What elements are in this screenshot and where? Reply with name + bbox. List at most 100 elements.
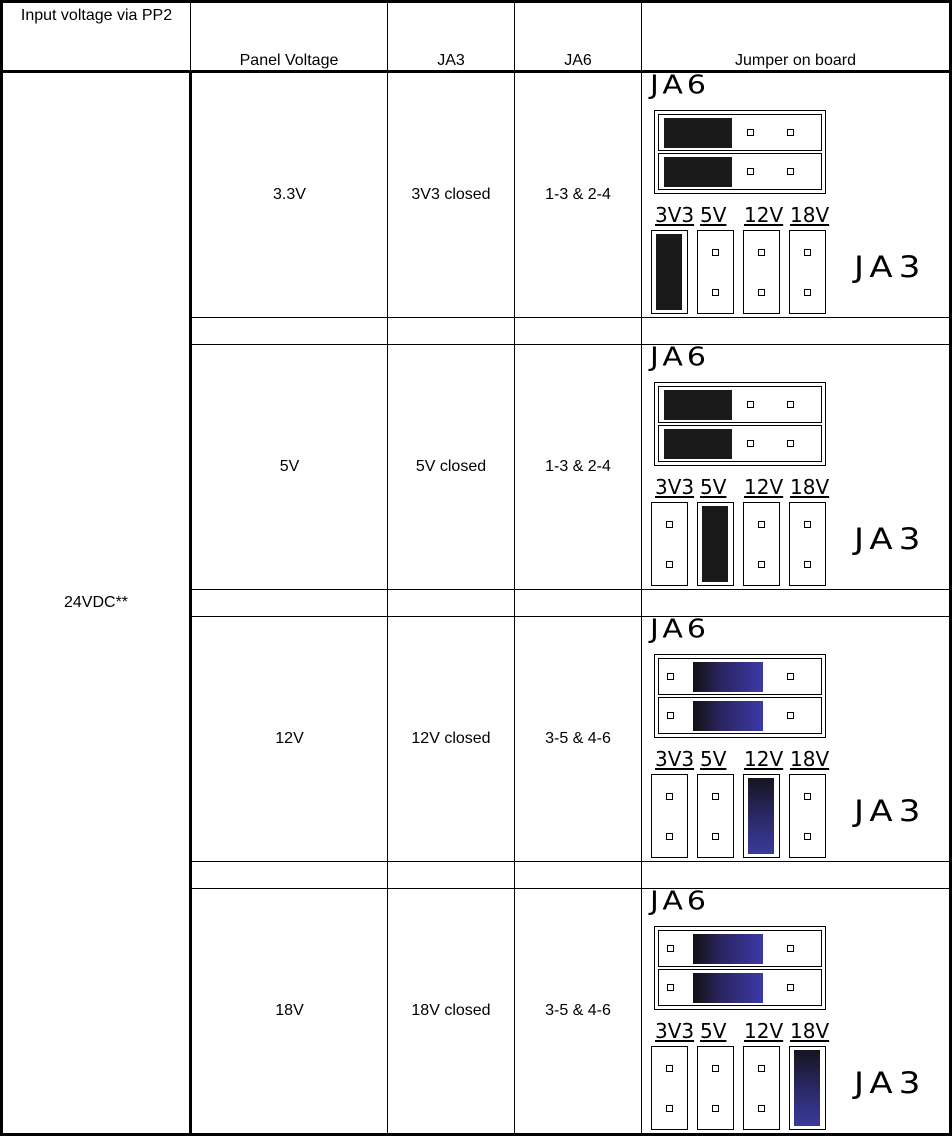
header-pin bbox=[787, 129, 794, 136]
jumper-diagram-cell: JA6 3V3 5V 12V 18V JA3 bbox=[641, 888, 952, 1136]
header-pin bbox=[667, 984, 674, 991]
ja3-selector-label: 12V bbox=[744, 1019, 784, 1043]
header-pin bbox=[747, 168, 754, 175]
ja3-selector-label: 3V3 bbox=[655, 1019, 695, 1043]
spacer-row bbox=[2, 317, 952, 345]
ja3-selector-label: 12V bbox=[744, 475, 784, 499]
header-pin bbox=[787, 440, 794, 447]
ja3-pin-block bbox=[697, 230, 734, 314]
header-pin bbox=[804, 793, 811, 800]
ja3-pin-block bbox=[789, 1046, 826, 1130]
jumper-diagram: JA6 3V3 5V 12V 18V JA3 bbox=[642, 345, 951, 589]
header-pin bbox=[666, 561, 673, 568]
header-pin bbox=[758, 249, 765, 256]
header-pin bbox=[758, 561, 765, 568]
ja6-pin-row bbox=[658, 386, 822, 423]
ja3-selector-label: 18V bbox=[790, 1019, 830, 1043]
ja3-selector-label: 3V3 bbox=[655, 203, 695, 227]
header-pin bbox=[787, 945, 794, 952]
jumper-diagram-cell: JA6 3V3 5V 12V 18V JA3 bbox=[641, 344, 952, 590]
panel-voltage-cell: 3.3V bbox=[190, 71, 388, 318]
header-pin bbox=[787, 401, 794, 408]
header-pin bbox=[712, 249, 719, 256]
ja6-pin-row bbox=[658, 697, 822, 734]
ja3-cell: 18V closed bbox=[387, 888, 515, 1136]
header-pin bbox=[804, 249, 811, 256]
jumper-diagram: JA6 3V3 5V 12V 18V JA3 bbox=[642, 889, 951, 1133]
ja6-pin-row bbox=[658, 969, 822, 1006]
ja3-selector-label: 3V3 bbox=[655, 475, 695, 499]
header-pin bbox=[666, 1065, 673, 1072]
jumper-diagram-cell: JA6 3V3 5V 12V 18V JA3 bbox=[641, 616, 952, 862]
ja3-jumper-cap bbox=[702, 506, 728, 582]
ja3-pin-block bbox=[743, 502, 780, 586]
ja6-cell: 3-5 & 4-6 bbox=[514, 616, 642, 862]
ja3-pin-block bbox=[789, 502, 826, 586]
ja6-jumper-cap bbox=[693, 662, 763, 692]
header-pin bbox=[787, 673, 794, 680]
ja6-pin-row bbox=[658, 153, 822, 190]
ja6-diagram-label: JA6 bbox=[650, 886, 710, 917]
ja6-jumper-cap bbox=[664, 429, 732, 459]
header-pin bbox=[667, 712, 674, 719]
panel-voltage-cell: 5V bbox=[190, 344, 388, 590]
ja6-cell: 1-3 & 2-4 bbox=[514, 71, 642, 318]
header-pin bbox=[712, 289, 719, 296]
ja3-pin-block bbox=[743, 774, 780, 858]
header-ja6: JA6 bbox=[514, 0, 642, 73]
ja6-diagram-label: JA6 bbox=[650, 342, 710, 373]
ja3-pin-block bbox=[651, 1046, 688, 1130]
ja3-selector-label: 5V bbox=[700, 203, 727, 227]
ja3-pin-block bbox=[789, 774, 826, 858]
ja3-selector-label: 18V bbox=[790, 747, 830, 771]
ja3-pin-block bbox=[651, 230, 688, 314]
header-pin bbox=[747, 129, 754, 136]
jumper-diagram: JA6 3V3 5V 12V 18V JA3 bbox=[642, 73, 951, 317]
ja3-cell: 5V closed bbox=[387, 344, 515, 590]
ja3-cell: 3V3 closed bbox=[387, 71, 515, 318]
table-row: 12V 12V closed 3-5 & 4-6 JA6 3V3 5V 12V 18V J… bbox=[2, 616, 952, 862]
header-pin bbox=[747, 401, 754, 408]
ja6-jumper-cap bbox=[664, 157, 732, 187]
ja3-selector-label: 5V bbox=[700, 747, 727, 771]
panel-voltage-cell: 12V bbox=[190, 616, 388, 862]
header-pin bbox=[804, 289, 811, 296]
spacer-row bbox=[2, 589, 952, 617]
header-pin bbox=[787, 984, 794, 991]
ja6-pin-row bbox=[658, 930, 822, 967]
ja3-pin-block bbox=[697, 502, 734, 586]
panel-voltage-cell: 18V bbox=[190, 888, 388, 1136]
ja6-pin-row bbox=[658, 425, 822, 462]
table-row: 18V 18V closed 3-5 & 4-6 JA6 3V3 5V 12V 18V J… bbox=[2, 888, 952, 1136]
ja6-jumper-cap bbox=[664, 118, 732, 148]
ja3-selector-label: 18V bbox=[790, 203, 830, 227]
header-row: Input voltage via PP2 Panel Voltage JA3 … bbox=[0, 0, 952, 73]
ja6-cell: 1-3 & 2-4 bbox=[514, 344, 642, 590]
header-pin bbox=[758, 521, 765, 528]
ja6-diagram-label: JA6 bbox=[650, 70, 710, 101]
ja3-diagram-label: JA3 bbox=[854, 1066, 927, 1101]
header-pin bbox=[666, 793, 673, 800]
spacer-row bbox=[2, 861, 952, 889]
ja6-header-block bbox=[654, 110, 826, 194]
ja6-header-block bbox=[654, 382, 826, 466]
header-pin bbox=[667, 673, 674, 680]
header-pin bbox=[804, 833, 811, 840]
ja3-diagram-label: JA3 bbox=[854, 250, 927, 285]
ja3-selector-label: 18V bbox=[790, 475, 830, 499]
header-input-voltage: Input voltage via PP2 bbox=[0, 0, 191, 73]
ja3-pin-block bbox=[697, 774, 734, 858]
header-pin bbox=[758, 289, 765, 296]
ja3-pin-block bbox=[651, 774, 688, 858]
ja3-jumper-cap bbox=[794, 1050, 820, 1126]
header-pin bbox=[712, 833, 719, 840]
ja6-jumper-cap bbox=[664, 390, 732, 420]
ja3-pin-block bbox=[789, 230, 826, 314]
ja3-selector-label: 5V bbox=[700, 1019, 727, 1043]
header-pin bbox=[712, 1105, 719, 1112]
table-row: 24VDC** 3.3V 3V3 closed 1-3 & 2-4 JA6 3V3… bbox=[0, 71, 952, 1136]
header-pin bbox=[712, 793, 719, 800]
ja3-pin-block bbox=[651, 502, 688, 586]
ja6-header-block bbox=[654, 926, 826, 1010]
header-pin bbox=[712, 1065, 719, 1072]
